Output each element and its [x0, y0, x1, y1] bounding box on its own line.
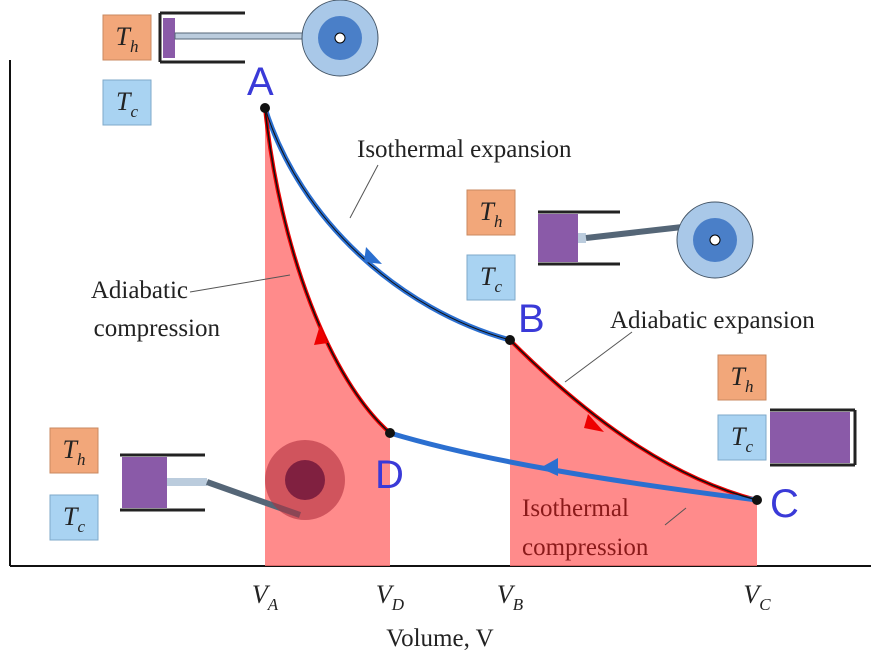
x-tick-label: VB — [497, 580, 524, 614]
x-tick-label: VA — [252, 580, 279, 614]
annotation: Isothermal — [522, 495, 629, 522]
subscript: c — [494, 277, 502, 296]
state-point — [752, 495, 762, 505]
subscript: c — [745, 437, 753, 456]
subscript: c — [77, 517, 85, 536]
subscript: h — [77, 450, 86, 469]
x-axis-title: Volume, V — [386, 625, 493, 652]
subscript: B — [513, 595, 524, 614]
x-tick-label: VC — [743, 580, 771, 614]
engine — [770, 410, 855, 465]
point-label: C — [770, 482, 799, 526]
carnot-diagram: ThTcThTcThTcThTc A B C D Isothermal expa… — [0, 0, 871, 660]
point-label: A — [247, 60, 274, 104]
state-point — [505, 335, 515, 345]
subscript: D — [391, 595, 405, 614]
leader-line — [350, 165, 378, 218]
annotation: Adiabatic — [91, 277, 188, 304]
annotation: compression — [94, 315, 221, 342]
subscript: h — [745, 377, 754, 396]
arrow — [364, 247, 382, 264]
subscript: h — [494, 212, 503, 231]
x-tick-label: VD — [376, 580, 405, 614]
subscript: h — [130, 37, 139, 56]
engine — [538, 202, 753, 278]
annotation: Adiabatic expansion — [610, 307, 815, 334]
point-label: D — [375, 453, 404, 497]
leader-line — [565, 332, 632, 382]
state-point — [385, 428, 395, 438]
subscript: c — [130, 102, 138, 121]
engine — [120, 440, 345, 520]
subscript: A — [267, 595, 279, 614]
annotation: compression — [522, 534, 649, 561]
point-label: B — [518, 297, 545, 341]
state-point — [260, 103, 270, 113]
subscript: C — [759, 595, 771, 614]
annotation: Isothermal expansion — [357, 136, 572, 163]
